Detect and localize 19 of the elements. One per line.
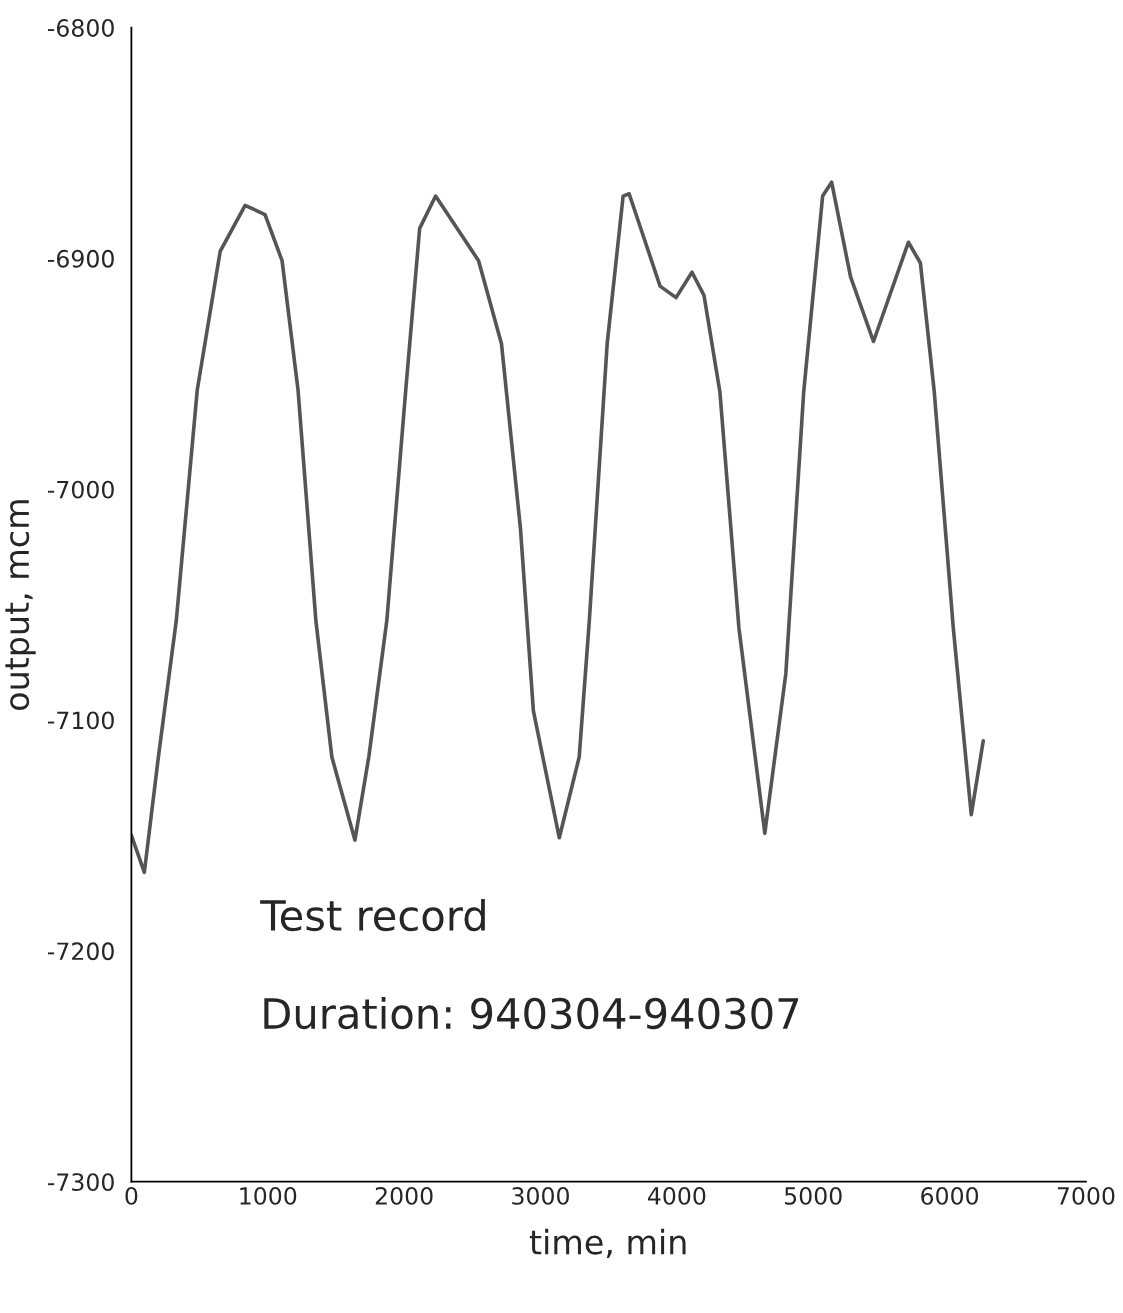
y-tick-label: -7300 bbox=[47, 1173, 114, 1192]
annotation: Duration: 940304-940307 bbox=[264, 997, 799, 1030]
y-tick-label: -6900 bbox=[47, 249, 114, 268]
x-tick-label: 4000 bbox=[647, 1186, 706, 1205]
y-tick-label: -6800 bbox=[47, 19, 114, 37]
x-tick-label: 0 bbox=[125, 1186, 138, 1205]
x-tick-label: 5000 bbox=[784, 1186, 842, 1205]
y-tick-label: -7200 bbox=[47, 942, 114, 961]
y-tick-label: -7100 bbox=[47, 711, 114, 730]
line-series bbox=[131, 180, 986, 875]
x-tick-label: 7000 bbox=[1057, 1186, 1115, 1205]
y-tick-label: -7000 bbox=[47, 480, 114, 499]
x-tick-label: 3000 bbox=[512, 1186, 569, 1205]
x-tick-label: 1000 bbox=[240, 1186, 297, 1205]
x-axis-title: time, min bbox=[529, 1228, 686, 1259]
y-axis-title: output, mcm bbox=[5, 500, 36, 710]
annotation: Test record bbox=[260, 898, 485, 932]
x-tick-label: 2000 bbox=[375, 1186, 433, 1205]
x-tick-label: 6000 bbox=[921, 1186, 979, 1205]
